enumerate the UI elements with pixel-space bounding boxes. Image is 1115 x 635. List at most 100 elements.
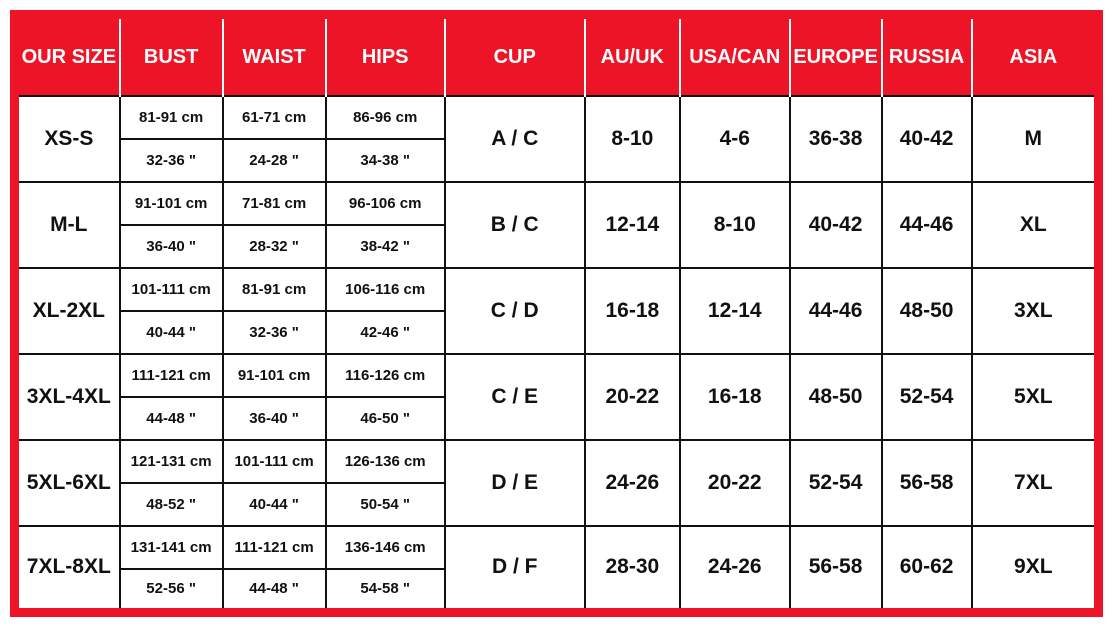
cell-bust-cm: 131-141 cm	[118, 525, 224, 570]
cell-bust-in: 52-56 "	[118, 568, 224, 613]
cell-bust-cm: 111-121 cm	[118, 353, 224, 398]
cell-russia: 60-62	[880, 525, 973, 613]
cell-our-size: 5XL-6XL	[13, 439, 121, 527]
cell-waist-cm: 91-101 cm	[221, 353, 327, 398]
column-header-asia: ASIA	[971, 14, 1099, 96]
cell-waist-cm: 111-121 cm	[221, 525, 327, 570]
size-chart-container: OUR SIZE BUST WAIST HIPS CUP AU/UK USA/C…	[10, 10, 1103, 617]
cell-hips-cm: 106-116 cm	[324, 267, 446, 312]
cell-cup: B / C	[443, 181, 586, 269]
table-row: 5XL-6XL 121-131 cm 101-111 cm 126-136 cm…	[13, 439, 1100, 527]
cell-cup: A / C	[443, 95, 586, 183]
cell-hips-in: 46-50 "	[324, 396, 446, 441]
cell-au-uk: 20-22	[583, 353, 682, 441]
cell-asia: 9XL	[970, 525, 1100, 613]
cell-bust-in: 40-44 "	[118, 310, 224, 355]
cell-asia: 5XL	[970, 353, 1100, 441]
cell-usa-can: 16-18	[679, 353, 791, 441]
cell-asia: XL	[970, 181, 1100, 269]
cell-au-uk: 28-30	[583, 525, 682, 613]
cell-bust-cm: 91-101 cm	[118, 181, 224, 226]
table-header-row: OUR SIZE BUST WAIST HIPS CUP AU/UK USA/C…	[14, 14, 1099, 96]
cell-waist-cm: 81-91 cm	[221, 267, 327, 312]
cell-europe: 40-42	[788, 181, 883, 269]
table-row: 7XL-8XL 131-141 cm 111-121 cm 136-146 cm…	[13, 525, 1100, 613]
cell-hips-in: 54-58 "	[324, 568, 446, 613]
column-header-our-size: OUR SIZE	[14, 14, 121, 96]
cell-our-size: 7XL-8XL	[13, 525, 121, 613]
table-row: 48-52 " 40-44 " 50-54 "	[15, 482, 1099, 527]
column-header-au-uk: AU/UK	[584, 14, 682, 96]
cell-usa-can: 8-10	[679, 181, 791, 269]
size-chart-table: OUR SIZE BUST WAIST HIPS CUP AU/UK USA/C…	[10, 10, 1103, 617]
cell-waist-in: 36-40 "	[221, 396, 327, 441]
cell-russia: 48-50	[880, 267, 973, 355]
table-row: 44-48 " 36-40 " 46-50 "	[15, 396, 1099, 441]
cell-hips-cm: 116-126 cm	[324, 353, 446, 398]
cell-russia: 40-42	[880, 95, 973, 183]
cell-our-size: XS-S	[13, 95, 121, 183]
cell-russia: 44-46	[880, 181, 973, 269]
cell-hips-in: 34-38 "	[324, 138, 446, 183]
cell-hips-in: 50-54 "	[324, 482, 446, 527]
cell-waist-in: 40-44 "	[221, 482, 327, 527]
column-header-hips: HIPS	[325, 14, 446, 96]
cell-hips-cm: 86-96 cm	[324, 95, 446, 140]
cell-hips-in: 42-46 "	[324, 310, 446, 355]
cell-hips-cm: 126-136 cm	[324, 439, 446, 484]
column-header-europe: EUROPE	[789, 14, 883, 96]
cell-our-size: M-L	[13, 181, 121, 269]
cell-asia: M	[970, 95, 1100, 183]
cell-cup: C / D	[443, 267, 586, 355]
cell-waist-in: 32-36 "	[221, 310, 327, 355]
cell-our-size: XL-2XL	[13, 267, 121, 355]
table-row: 3XL-4XL 111-121 cm 91-101 cm 116-126 cm …	[13, 353, 1100, 441]
cell-waist-in: 24-28 "	[221, 138, 327, 183]
cell-waist-in: 44-48 "	[221, 568, 327, 613]
cell-bust-in: 32-36 "	[118, 138, 224, 183]
cell-au-uk: 8-10	[583, 95, 682, 183]
table-row: 36-40 " 28-32 " 38-42 "	[15, 224, 1099, 269]
cell-europe: 36-38	[788, 95, 883, 183]
cell-russia: 52-54	[880, 353, 973, 441]
column-header-bust: BUST	[119, 14, 224, 96]
column-header-cup: CUP	[444, 14, 586, 96]
cell-hips-cm: 136-146 cm	[324, 525, 446, 570]
cell-bust-in: 44-48 "	[118, 396, 224, 441]
cell-europe: 48-50	[788, 353, 883, 441]
table-row: M-L 91-101 cm 71-81 cm 96-106 cm B / C 1…	[13, 181, 1100, 269]
cell-au-uk: 16-18	[583, 267, 682, 355]
table-row: 52-56 " 44-48 " 54-58 "	[15, 568, 1099, 613]
cell-europe: 56-58	[788, 525, 883, 613]
cell-waist-in: 28-32 "	[221, 224, 327, 269]
table-row: XS-S 81-91 cm 61-71 cm 86-96 cm A / C 8-…	[13, 95, 1100, 183]
cell-au-uk: 24-26	[583, 439, 682, 527]
cell-cup: D / E	[443, 439, 586, 527]
cell-europe: 44-46	[788, 267, 883, 355]
cell-asia: 3XL	[970, 267, 1100, 355]
cell-bust-cm: 81-91 cm	[118, 95, 224, 140]
table-row: 40-44 " 32-36 " 42-46 "	[15, 310, 1099, 355]
cell-waist-cm: 101-111 cm	[221, 439, 327, 484]
column-header-usa-can: USA/CAN	[680, 14, 791, 96]
cell-usa-can: 4-6	[679, 95, 791, 183]
cell-our-size: 3XL-4XL	[13, 353, 121, 441]
cell-bust-cm: 121-131 cm	[118, 439, 224, 484]
cell-russia: 56-58	[880, 439, 973, 527]
cell-bust-cm: 101-111 cm	[118, 267, 224, 312]
cell-cup: C / E	[443, 353, 586, 441]
cell-asia: 7XL	[970, 439, 1100, 527]
column-header-waist: WAIST	[222, 14, 327, 96]
cell-usa-can: 20-22	[679, 439, 791, 527]
cell-usa-can: 24-26	[679, 525, 791, 613]
cell-europe: 52-54	[788, 439, 883, 527]
cell-bust-in: 36-40 "	[118, 224, 224, 269]
cell-cup: D / F	[443, 525, 586, 613]
cell-au-uk: 12-14	[583, 181, 682, 269]
cell-hips-in: 38-42 "	[324, 224, 446, 269]
cell-waist-cm: 71-81 cm	[221, 181, 327, 226]
table-row: 32-36 " 24-28 " 34-38 "	[15, 138, 1099, 183]
cell-waist-cm: 61-71 cm	[221, 95, 327, 140]
cell-usa-can: 12-14	[679, 267, 791, 355]
cell-hips-cm: 96-106 cm	[324, 181, 446, 226]
